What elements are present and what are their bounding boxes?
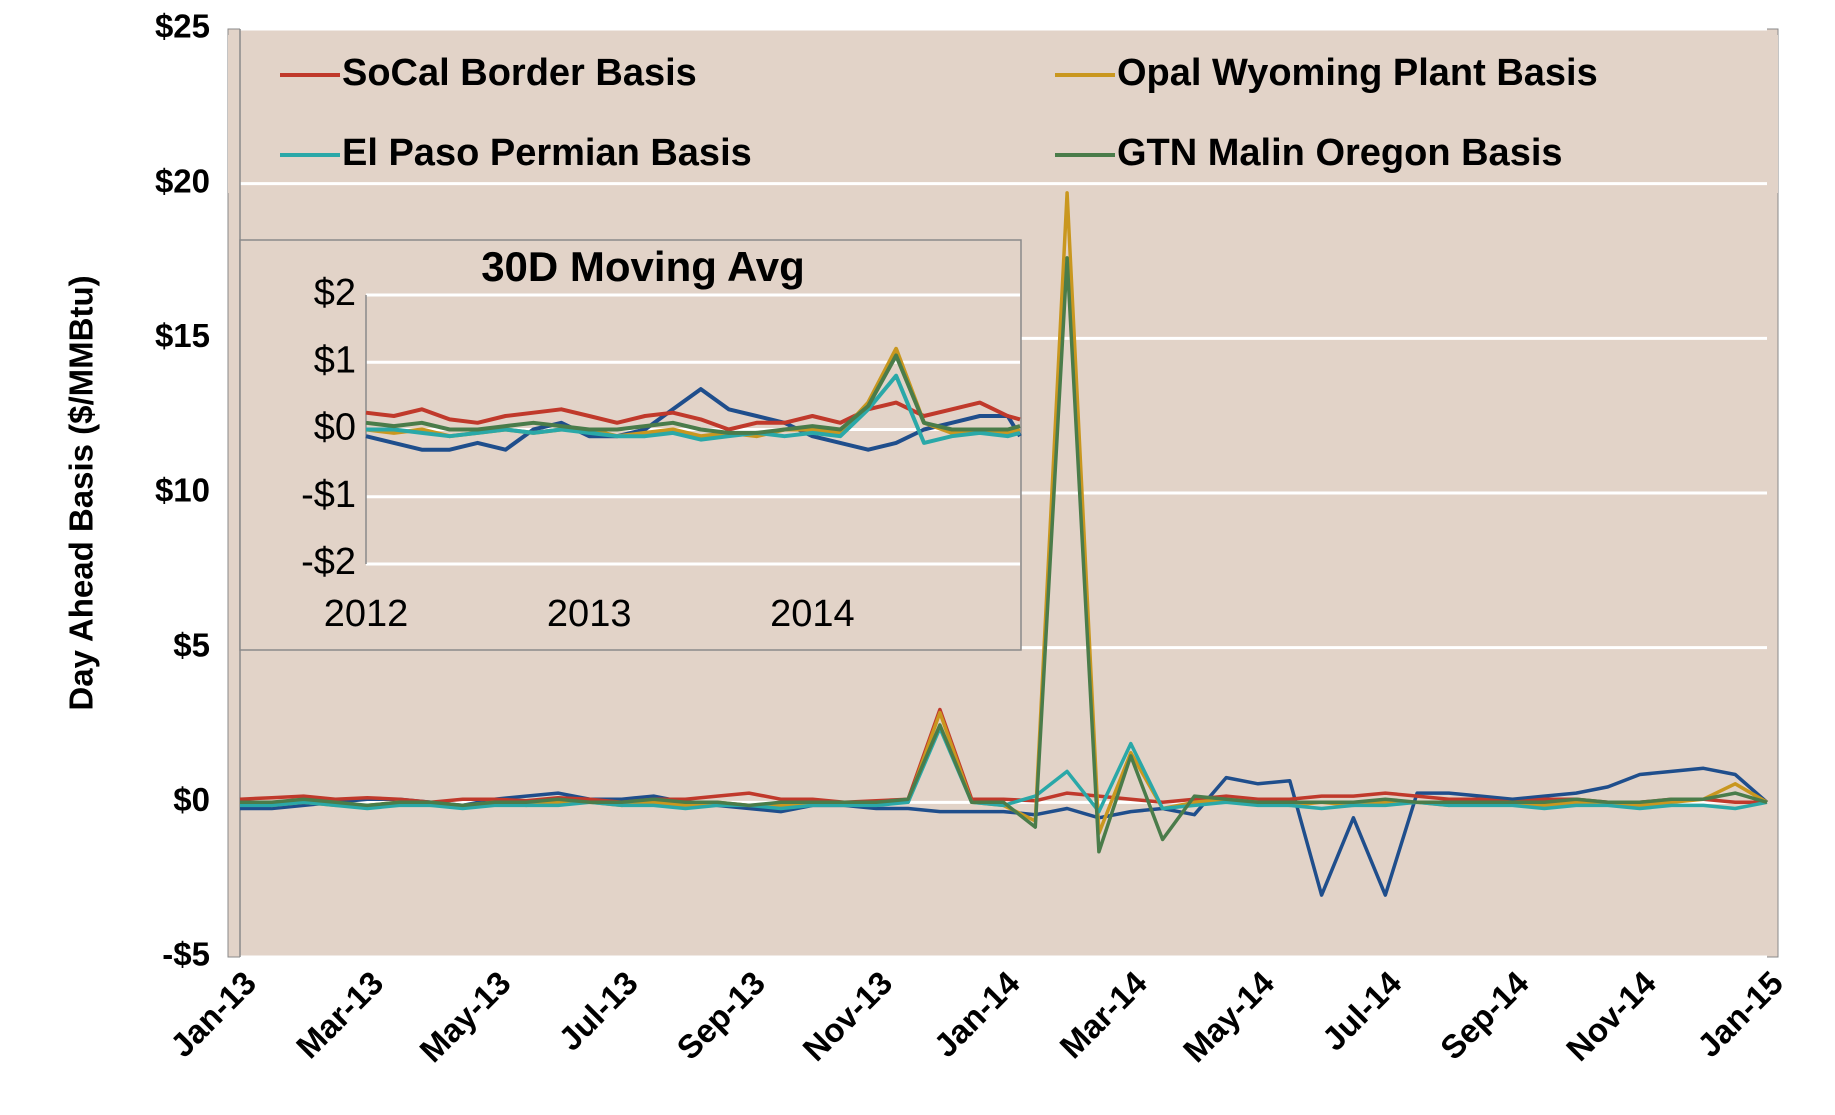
series-line xyxy=(240,726,1768,814)
x-tick-label: Jan-15 xyxy=(1690,964,1790,1064)
x-tick-label: 2012 xyxy=(324,593,409,635)
legend-label: SoCal Border Basis xyxy=(342,52,697,94)
y-tick-label: $20 xyxy=(155,162,210,199)
y-tick-label: -$5 xyxy=(162,936,210,973)
y-tick-label: $2 xyxy=(314,272,356,314)
x-tick-label: Nov-13 xyxy=(795,964,899,1068)
y-tick-label: $25 xyxy=(155,8,210,45)
x-tick-label: Jul-14 xyxy=(1315,963,1409,1057)
y-tick-label: $1 xyxy=(314,339,356,381)
legend-label: Opal Wyoming Plant Basis xyxy=(1117,52,1598,94)
x-tick-label: Sep-14 xyxy=(1433,963,1536,1066)
y-tick-label: -$2 xyxy=(301,541,356,583)
series-line xyxy=(240,256,1768,854)
x-tick-label: May-13 xyxy=(412,964,517,1069)
legend-label: GTN Malin Oregon Basis xyxy=(1117,132,1563,174)
x-tick-label: Nov-14 xyxy=(1559,964,1663,1068)
x-tick-label: Mar-14 xyxy=(1052,964,1154,1066)
legend-box xyxy=(228,35,1778,193)
x-tick-label: May-14 xyxy=(1176,963,1282,1069)
x-tick-label: Jan-14 xyxy=(927,963,1028,1064)
series-line xyxy=(365,387,1022,452)
y-tick-label: $10 xyxy=(155,472,210,509)
y-tick-label: $5 xyxy=(173,626,210,663)
inset-title: 30D Moving Avg xyxy=(481,243,805,290)
x-tick-label: Jul-13 xyxy=(551,964,645,1058)
x-tick-label: 2013 xyxy=(547,593,632,635)
y-axis-label: Day Ahead Basis ($/MMBtu) xyxy=(63,275,100,710)
series-line xyxy=(365,400,1021,432)
y-tick-label: $0 xyxy=(314,407,356,449)
x-tick-label: Sep-13 xyxy=(669,964,772,1067)
series-line xyxy=(365,353,1021,435)
x-tick-label: Mar-13 xyxy=(289,964,390,1065)
inset-chart: -$2 -$1 $0 $1 $2 2012 2013 2014 30D Moving Avg xyxy=(301,243,1022,635)
y-tick-label: $0 xyxy=(173,781,210,818)
y-tick-label: $15 xyxy=(155,317,210,354)
inset-background xyxy=(239,239,1022,651)
series-line xyxy=(366,373,1021,445)
x-tick-label: 2014 xyxy=(770,593,855,635)
y-tick-label: -$1 xyxy=(301,474,356,516)
legend-label: El Paso Permian Basis xyxy=(342,132,752,174)
x-tick-label: Jan-13 xyxy=(163,964,263,1064)
